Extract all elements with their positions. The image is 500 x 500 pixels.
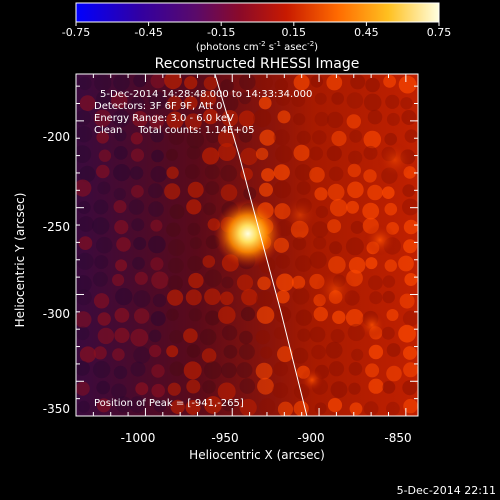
plot-frame	[75, 73, 419, 417]
y-axis-label: Heliocentric Y (arcsec)	[13, 193, 27, 328]
plot-title: Reconstructed RHESSI Image	[155, 56, 360, 72]
colorbar-tick-label: -0.45	[134, 26, 162, 39]
footer-timestamp: 5-Dec-2014 22:11	[397, 484, 496, 497]
colorbar-tick-label: 0.15	[282, 26, 307, 39]
y-tick-label: -250	[43, 220, 70, 234]
y-tick-label: -300	[43, 307, 70, 321]
colorbar-ticks	[75, 22, 440, 26]
x-tick-label: -1000	[121, 431, 156, 445]
x-tick-label: -850	[384, 431, 411, 445]
peak-source	[213, 199, 282, 268]
colorbar-tick-label: 0.45	[354, 26, 379, 39]
y-tick-label: -200	[43, 130, 70, 144]
y-tick-marks	[76, 85, 418, 400]
colorbar-tick-label: -0.15	[207, 26, 235, 39]
colorbar-tick-label: -0.75	[62, 26, 90, 39]
colorbar	[75, 2, 440, 23]
annotation-peak-position: Position of Peak = [-941,-265]	[94, 398, 244, 409]
annotation-clean: Clean Total counts: 1.14E+05	[94, 125, 254, 136]
annotation-energy: Energy Range: 3.0 - 6.0 keV	[94, 113, 234, 124]
x-tick-label: -900	[297, 431, 324, 445]
heatmap-image	[76, 74, 418, 416]
x-tick-label: -950	[211, 431, 238, 445]
colorbar-tick-label: 0.75	[427, 26, 452, 39]
x-tick-marks	[92, 74, 407, 416]
x-axis-label: Heliocentric X (arcsec)	[189, 448, 325, 462]
y-tick-label: -350	[43, 402, 70, 416]
colorbar-units: (photons cm-2 s-1 asec-2)	[196, 40, 318, 53]
annotation-detectors: Detectors: 3F 6F 9F, Att 0	[94, 101, 222, 112]
solar-limb-line	[214, 74, 308, 416]
annotation-time-range: 5-Dec-2014 14:28:48.000 to 14:33:34.000	[100, 89, 312, 100]
